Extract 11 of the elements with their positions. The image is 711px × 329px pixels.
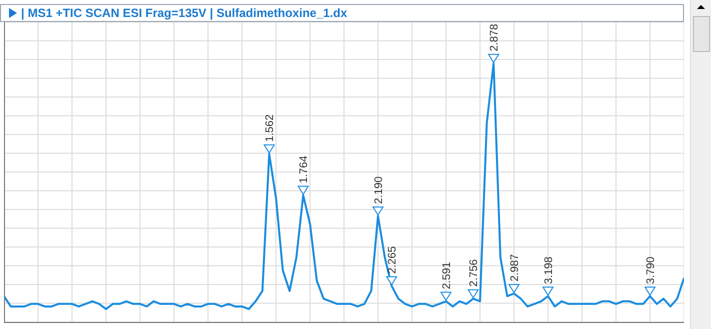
annotation: 2.591 [441,262,453,290]
annotation: 2.265 [386,246,399,274]
annotation: 2.987 [509,254,521,282]
annotation: 2.190 [373,176,385,204]
annotation: 1.562 [264,114,276,142]
annotation: 1.764 [298,156,310,184]
annotation: 3.790 [645,256,657,284]
annotation: 3.198 [543,256,555,284]
chart-title: | MS1 +TIC SCAN ESI Frag=135V | Sulfadimethoxine_1.dx [21,6,348,20]
annotation: 2.878 [488,24,501,52]
annotation: 2.756 [468,259,480,287]
